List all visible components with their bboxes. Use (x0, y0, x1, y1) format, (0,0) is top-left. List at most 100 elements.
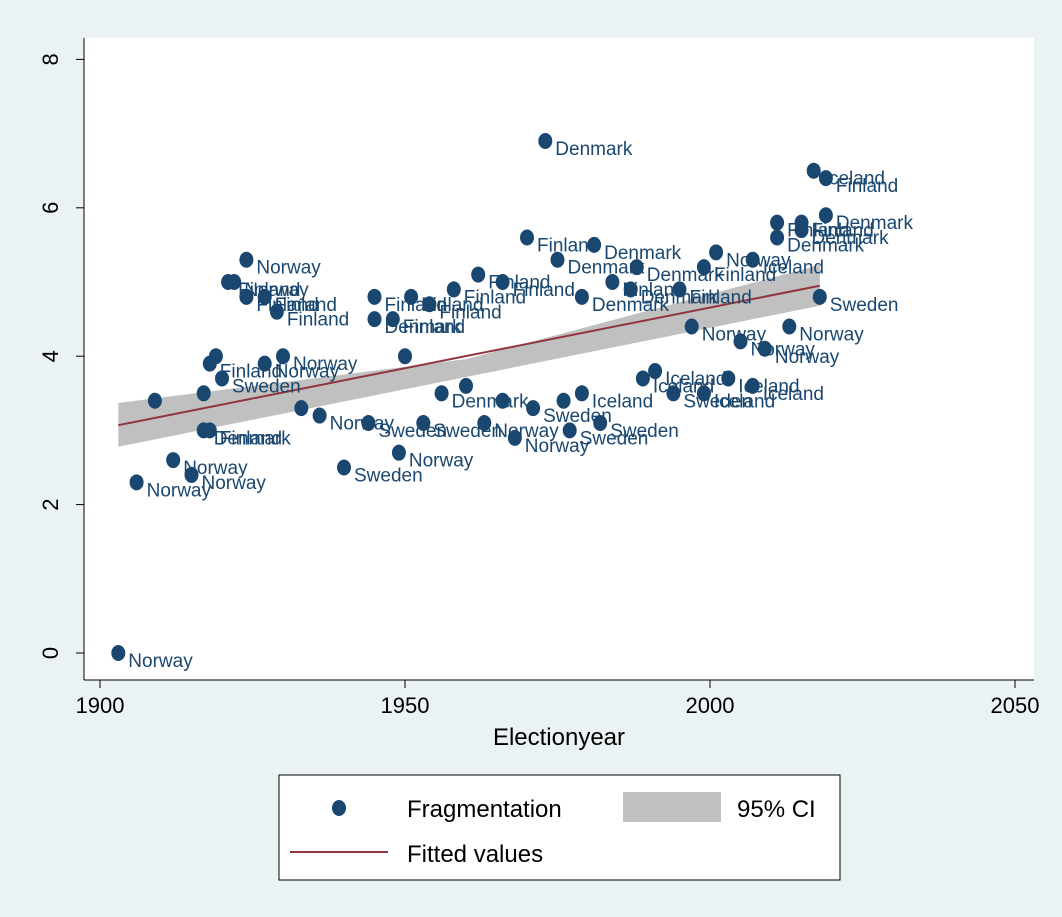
data-point (550, 251, 565, 268)
data-point (574, 288, 589, 305)
point-label: Denmark (787, 235, 865, 256)
data-point (696, 259, 711, 276)
data-point (593, 414, 608, 431)
point-label: Denmark (647, 265, 725, 286)
point-label: Sweden (354, 466, 423, 487)
data-point (147, 392, 162, 409)
point-label: Norway (128, 651, 193, 672)
point-label: Iceland (665, 369, 726, 390)
data-point (782, 318, 797, 335)
point-label: Finland (220, 362, 282, 383)
point-label: Norway (256, 258, 321, 279)
x-tick-label: 1900 (76, 693, 125, 718)
point-label: Norway (293, 354, 358, 375)
x-tick-label: 2000 (686, 693, 735, 718)
point-label: Norway (494, 421, 559, 442)
point-label: Denmark (555, 139, 633, 160)
data-point (385, 311, 400, 328)
point-label: Sweden (232, 376, 301, 397)
point-label: Sweden (433, 421, 502, 442)
point-label: Denmark (812, 228, 890, 249)
point-label: Iceland (653, 376, 714, 397)
x-axis-title: Electionyear (493, 724, 625, 751)
point-label: Iceland (592, 391, 653, 412)
point-label: Sweden (543, 406, 612, 427)
point-label: Finland (256, 295, 318, 316)
data-point (520, 229, 534, 246)
data-point (166, 452, 181, 469)
point-label: Finland (238, 280, 300, 301)
data-point (422, 296, 437, 313)
data-point (239, 288, 254, 305)
y-tick-label: 2 (38, 498, 63, 510)
plot-area (84, 38, 1034, 680)
data-point (709, 244, 724, 261)
data-point (129, 474, 144, 491)
data-point (239, 251, 254, 268)
data-point (184, 466, 199, 483)
point-label: Norway (202, 473, 267, 494)
legend-fit-label: Fitted values (407, 841, 543, 868)
point-label: Sweden (378, 421, 447, 442)
point-label: Sweden (610, 421, 679, 442)
point-label: Finland (537, 235, 599, 256)
data-point (770, 214, 785, 231)
point-label: Norway (147, 480, 212, 501)
data-point (312, 407, 327, 424)
point-label: Sweden (830, 295, 899, 316)
data-point (257, 355, 272, 372)
x-tick-label: 2050 (991, 693, 1040, 718)
legend-box (278, 774, 841, 881)
point-label: Denmark (592, 295, 670, 316)
point-label: Norway (775, 347, 840, 368)
data-point (276, 348, 290, 365)
data-point (526, 400, 541, 417)
data-point (257, 288, 272, 305)
point-label: Denmark (604, 243, 682, 264)
data-point (507, 429, 522, 446)
point-label: Norway (183, 458, 248, 479)
data-point (495, 392, 510, 409)
legend-fragmentation-marker (332, 800, 346, 816)
data-point (227, 274, 242, 290)
data-point (404, 288, 419, 305)
data-point (398, 348, 412, 365)
data-point (745, 251, 760, 268)
point-label: Iceland (763, 258, 824, 279)
ci-band (118, 264, 820, 447)
data-point (672, 281, 687, 298)
point-label: Iceland (824, 169, 885, 190)
point-label: Finland (421, 295, 483, 316)
point-label: Denmark (385, 317, 463, 338)
data-point (471, 266, 486, 283)
point-label: Iceland (738, 376, 799, 397)
data-point (574, 385, 589, 402)
x-tick-label: 1950 (381, 693, 430, 718)
point-label: Finland (690, 287, 752, 308)
data-point (459, 377, 473, 394)
y-tick-label: 4 (38, 350, 63, 362)
data-point (111, 645, 126, 661)
point-label: Denmark (452, 391, 530, 412)
point-label: Finland (488, 273, 550, 294)
point-label: Finland (275, 295, 337, 316)
data-point (367, 288, 382, 305)
data-point (587, 236, 602, 253)
point-label: Norway (330, 414, 395, 435)
legend-ci-label: 95% CI (737, 796, 816, 823)
data-point (629, 259, 644, 276)
point-label: Finland (836, 176, 898, 197)
point-label: Finland (220, 428, 282, 449)
data-point (208, 348, 223, 365)
data-point (721, 370, 736, 387)
data-point (605, 274, 620, 290)
data-point (818, 207, 833, 224)
legend-fragmentation-label: Fragmentation (407, 796, 562, 823)
point-label: Finland (403, 317, 465, 338)
data-point (556, 392, 571, 409)
point-label: Sweden (580, 428, 649, 449)
point-label: Iceland (763, 384, 824, 405)
legend: Fragmentation 95% CI Fitted values (278, 774, 841, 881)
data-point (361, 414, 376, 431)
point-label: Finland (385, 295, 447, 316)
